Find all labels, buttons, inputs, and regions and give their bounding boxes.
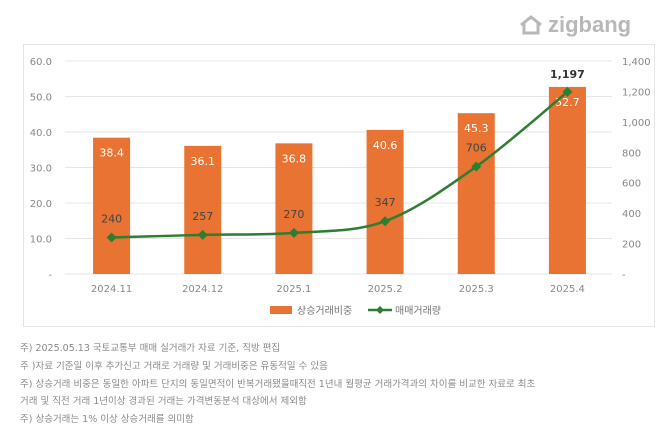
line-series xyxy=(111,90,569,239)
y-left-tick-label: 30.0 xyxy=(30,164,52,175)
legend-line-label: 매매거래량 xyxy=(395,305,441,317)
line-data-label: 1,197 xyxy=(550,68,585,81)
bar-data-label: 36.1 xyxy=(191,155,216,168)
combo-chart: - 10.0 20.0 30.0 40.0 50.0 60.0 - 200 400 600 800 1,… xyxy=(30,57,651,317)
y-left-tick-label: - xyxy=(48,270,52,281)
note: 주) 상승거래는 1% 이상 상승거래를 의미함 xyxy=(20,414,194,426)
line-data-label: 257 xyxy=(192,210,213,223)
footnotes: 주) 2025.05.13 국토교통부 매매 실거래가 자료 기준, 직방 편집… xyxy=(20,340,535,429)
note: 주) 상승거래 비중은 동일한 아파트 단지의 동일면적이 반복거래됐을때직전 … xyxy=(20,378,536,390)
line-marker xyxy=(106,232,117,243)
logo-text: zigbang xyxy=(548,12,632,37)
bar xyxy=(457,113,495,274)
zigbang-logo-icon xyxy=(520,15,542,35)
y-right-tick-label: 1,000 xyxy=(622,118,651,129)
y-left-tick-label: 10.0 xyxy=(30,235,52,246)
bar-data-label: 40.6 xyxy=(373,139,398,152)
legend-line-marker xyxy=(376,306,384,314)
bar-data-label: 45.3 xyxy=(464,122,489,135)
y-left-tick-label: 50.0 xyxy=(30,93,52,104)
y-left-tick-label: 60.0 xyxy=(30,57,52,68)
x-tick-label: 2024.11 xyxy=(91,284,132,295)
line-marker xyxy=(380,216,391,227)
y-right-tick-label: 400 xyxy=(622,209,641,220)
legend-bar-label: 상승거래비중 xyxy=(297,305,352,317)
y-right-tick-label: 1,400 xyxy=(622,57,651,68)
y-right-tick-label: 1,200 xyxy=(622,87,651,98)
y-left-tick-label: 40.0 xyxy=(30,128,52,139)
line-marker xyxy=(471,161,482,172)
line-marker xyxy=(197,229,208,240)
note: 주 )자료 기준일 이후 추가신고 거래로 거래량 및 거래비중은 유동적일 수… xyxy=(20,360,328,372)
legend-bar-swatch xyxy=(270,306,292,314)
bar-data-label: 36.8 xyxy=(282,152,307,165)
y-left-tick-label: 20.0 xyxy=(30,199,52,210)
line-marker xyxy=(288,227,299,238)
x-tick-label: 2025.1 xyxy=(276,284,311,295)
y-right-tick-label: 200 xyxy=(622,240,641,251)
x-tick-label: 2025.4 xyxy=(550,284,585,295)
y-right-tick-label: 600 xyxy=(622,179,641,190)
note: 거래 및 직전 거래 1년이상 경과된 거래는 가격변동분석 대상에서 제외함 xyxy=(20,396,307,408)
x-tick-label: 2025.3 xyxy=(459,284,494,295)
bar xyxy=(184,145,222,274)
zigbang-logo: zigbang xyxy=(518,12,631,38)
bar xyxy=(275,143,313,274)
bar-data-label: 38.4 xyxy=(99,147,124,160)
note: 주) 2025.05.13 국토교통부 매매 실거래가 자료 기준, 직방 편집 xyxy=(20,343,281,354)
line-data-label: 270 xyxy=(283,208,304,221)
chart-frame xyxy=(23,44,655,327)
bar-data-label: 52.7 xyxy=(555,96,580,109)
y-right-tick-label: 800 xyxy=(622,148,641,159)
line-data-label: 240 xyxy=(101,212,122,225)
bar xyxy=(548,86,586,274)
x-tick-label: 2024.12 xyxy=(182,284,223,295)
bar xyxy=(93,137,131,274)
line-marker xyxy=(562,86,573,97)
x-tick-label: 2025.2 xyxy=(368,284,403,295)
bar xyxy=(366,129,404,274)
line-data-label: 347 xyxy=(375,196,396,209)
y-right-tick-label: - xyxy=(622,270,626,281)
line-data-label: 706 xyxy=(466,142,487,155)
